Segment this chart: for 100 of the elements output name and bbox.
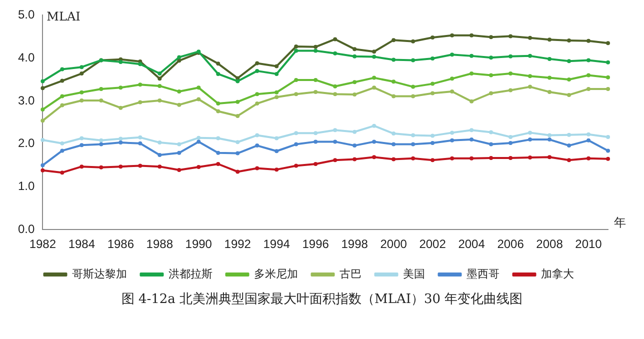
point — [567, 144, 572, 148]
point — [274, 149, 279, 154]
point — [196, 97, 201, 102]
point — [255, 102, 260, 106]
point — [470, 72, 474, 76]
point — [372, 124, 376, 128]
point — [40, 86, 45, 90]
point — [508, 88, 513, 92]
point — [489, 35, 494, 40]
point — [450, 52, 454, 57]
point — [236, 114, 240, 118]
point — [118, 106, 123, 110]
point — [450, 156, 454, 160]
point — [294, 164, 298, 168]
point — [158, 140, 162, 145]
point — [40, 163, 45, 168]
point — [333, 92, 338, 96]
point — [314, 162, 318, 166]
point — [606, 60, 610, 64]
point — [450, 76, 454, 81]
point — [118, 164, 123, 169]
point — [40, 79, 45, 84]
point — [196, 86, 201, 90]
point — [411, 39, 416, 44]
point — [430, 56, 435, 61]
point — [118, 86, 123, 90]
x-tick-label: 1990 — [185, 237, 212, 252]
point — [236, 79, 240, 84]
point — [177, 90, 182, 94]
point — [274, 136, 279, 140]
point — [99, 165, 104, 170]
point — [177, 55, 182, 60]
point — [236, 151, 240, 156]
point — [99, 142, 104, 146]
x-tick-label: 1994 — [263, 237, 290, 252]
point — [177, 58, 182, 63]
point — [314, 44, 318, 49]
point — [470, 99, 474, 104]
point — [255, 144, 260, 148]
point — [196, 164, 201, 169]
x-tick-label: 1992 — [224, 237, 252, 252]
x-tick-label: 1988 — [146, 237, 174, 252]
point — [216, 150, 220, 155]
point — [411, 156, 416, 160]
point — [274, 64, 279, 68]
point — [586, 58, 591, 62]
text: 图 4-12a 北美洲典型国家最大叶面积指数（MLAI）30 年变化曲线图 — [120, 291, 524, 308]
point — [606, 134, 610, 139]
point — [567, 92, 572, 97]
x-tick-label: 1986 — [107, 237, 134, 252]
point — [40, 118, 45, 123]
x-tick-label: 2010 — [575, 237, 602, 252]
point — [411, 142, 416, 146]
point — [314, 140, 318, 144]
point — [236, 100, 240, 104]
point — [138, 62, 142, 66]
legend-label: 古巴 — [339, 267, 362, 280]
point — [158, 152, 162, 157]
point — [158, 84, 162, 88]
point — [489, 91, 494, 96]
point — [216, 62, 220, 66]
point — [392, 58, 396, 62]
point — [40, 108, 45, 112]
point — [158, 98, 162, 103]
point — [99, 86, 104, 91]
legend-label: 多米尼加 — [254, 267, 298, 280]
point — [40, 168, 45, 172]
point — [528, 130, 532, 135]
point — [392, 38, 396, 42]
point — [80, 136, 84, 140]
point — [99, 98, 104, 103]
point — [567, 59, 572, 64]
point — [352, 144, 357, 148]
point — [60, 78, 64, 83]
point — [548, 38, 552, 42]
point — [508, 140, 513, 145]
point — [470, 33, 474, 38]
point — [430, 140, 435, 145]
point — [489, 156, 494, 160]
point — [352, 80, 357, 84]
x-tick-label: 1982 — [29, 237, 56, 252]
x-tick-label: 2006 — [497, 237, 524, 252]
point — [548, 155, 552, 160]
point — [333, 140, 338, 144]
point — [450, 90, 454, 94]
legend-label: 洪都拉斯 — [168, 267, 212, 280]
point — [138, 164, 142, 168]
x-tick-label: 1984 — [68, 237, 96, 252]
point — [508, 72, 513, 76]
y-axis-title: MLAI — [46, 9, 81, 24]
point — [411, 94, 416, 98]
point — [392, 94, 396, 98]
point — [411, 133, 416, 138]
point — [314, 48, 318, 53]
point — [392, 142, 396, 146]
point — [80, 90, 84, 94]
point — [138, 135, 142, 140]
point — [294, 142, 298, 146]
point — [118, 60, 123, 64]
point — [216, 109, 220, 114]
